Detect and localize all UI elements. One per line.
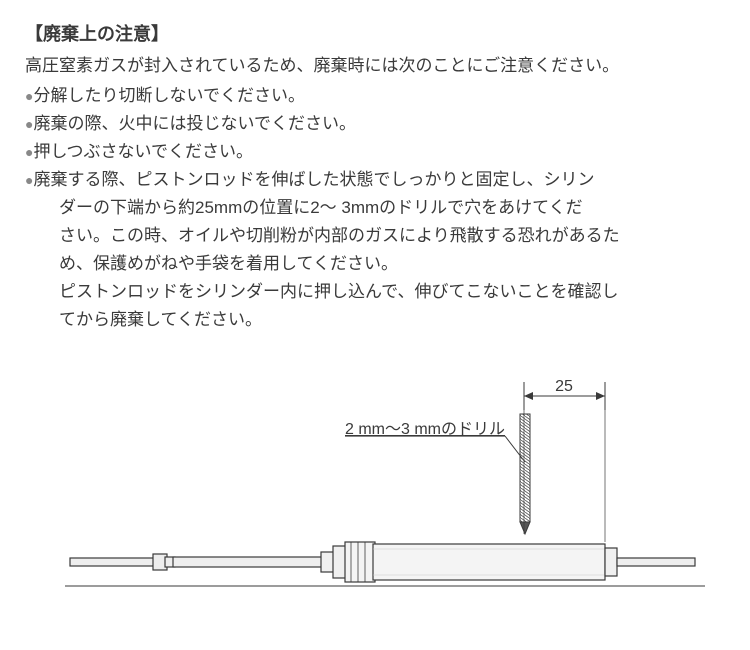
drill-label-text: 2 mm～3 mmのドリル <box>345 421 505 438</box>
bullet-item: ● 押しつぶさないでください。 <box>25 138 675 166</box>
bullet-marker: ● <box>25 89 33 103</box>
bullet-text: 廃棄の際、火中には投じないでください。 <box>33 110 675 138</box>
text-line: ピストンロッドをシリンダー内に押し込んで、伸びてこないことを確認し <box>59 278 675 306</box>
text-line: さい。この時、オイルや切削粉が内部のガスにより飛散する恐れがあるた <box>59 222 675 250</box>
bullet-marker: ● <box>25 173 33 187</box>
bullet-marker: ● <box>25 145 33 159</box>
section-title: 【廃棄上の注意】 <box>25 20 675 50</box>
drill-label: 2 mm～3 mmのドリル <box>345 421 525 462</box>
text-line: め、保護めがねや手袋を着用してください。 <box>59 250 675 278</box>
dim-25-text: 25 <box>555 378 573 395</box>
bullet-text: 押しつぶさないでください。 <box>33 138 675 166</box>
bullet-marker: ● <box>25 117 33 131</box>
text-line: ダーの下端から約25mmの位置に2～ 3mmのドリルで穴をあけてくだ <box>59 194 675 222</box>
dimension-25: 25 <box>524 378 605 410</box>
bullet-item: ● 廃棄の際、火中には投じないでください。 <box>25 110 675 138</box>
intro-text: 高圧窒素ガスが封入されているため、廃棄時には次のことにご注意ください。 <box>25 52 675 80</box>
bullet-text: 廃棄する際、ピストンロッドを伸ばした状態でしっかりと固定し、シリン <box>33 166 675 194</box>
bullet-text: 分解したり切断しないでください。 <box>33 82 675 110</box>
bullet-item: ● 分解したり切断しないでください。 <box>25 82 675 110</box>
drill-bit-icon <box>520 414 530 534</box>
bullet-continuation: ダーの下端から約25mmの位置に2～ 3mmのドリルで穴をあけてくだ さい。この… <box>59 194 675 334</box>
disposal-diagram: 25 2 mm～3 mmのドリル <box>65 374 675 613</box>
bullet-item: ● 廃棄する際、ピストンロッドを伸ばした状態でしっかりと固定し、シリン <box>25 166 675 194</box>
text-line: てから廃棄してください。 <box>59 306 675 334</box>
